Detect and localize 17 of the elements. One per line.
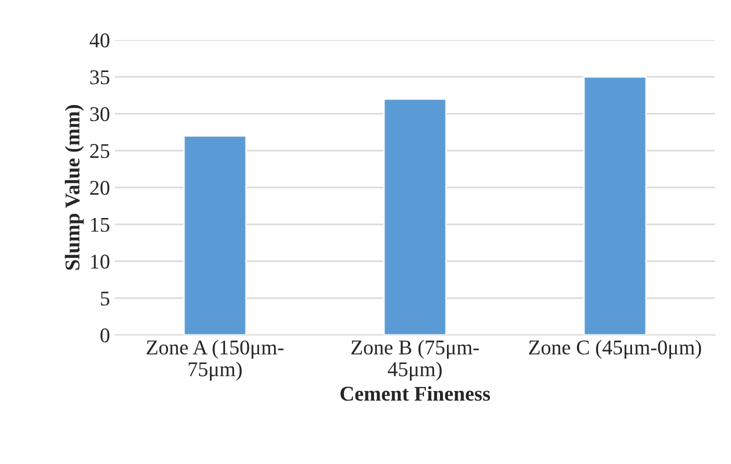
- y-tick-label: 15: [91, 218, 110, 232]
- y-tick-label: 5: [100, 292, 110, 306]
- x-tick-label: Zone A (150μm- 75μm): [146, 340, 284, 381]
- bar: [583, 76, 647, 335]
- y-tick-label: 30: [90, 107, 110, 122]
- y-tick-label: 25: [90, 144, 110, 158]
- y-tick-label: 0: [100, 328, 110, 342]
- x-axis-title: Cement Fineness: [340, 386, 490, 401]
- y-axis-title: Slump Value (mm): [64, 105, 84, 270]
- y-tick-label: 10: [91, 254, 110, 269]
- x-tick-label: Zone C (45μm-0μm): [529, 340, 702, 359]
- x-tick-label: Zone B (75μm- 45μm): [351, 340, 479, 381]
- bar: [183, 135, 247, 335]
- y-tick-label: 40: [90, 33, 110, 48]
- bar: [383, 98, 447, 335]
- y-tick-label: 20: [90, 180, 110, 195]
- y-tick-label: 35: [90, 70, 110, 84]
